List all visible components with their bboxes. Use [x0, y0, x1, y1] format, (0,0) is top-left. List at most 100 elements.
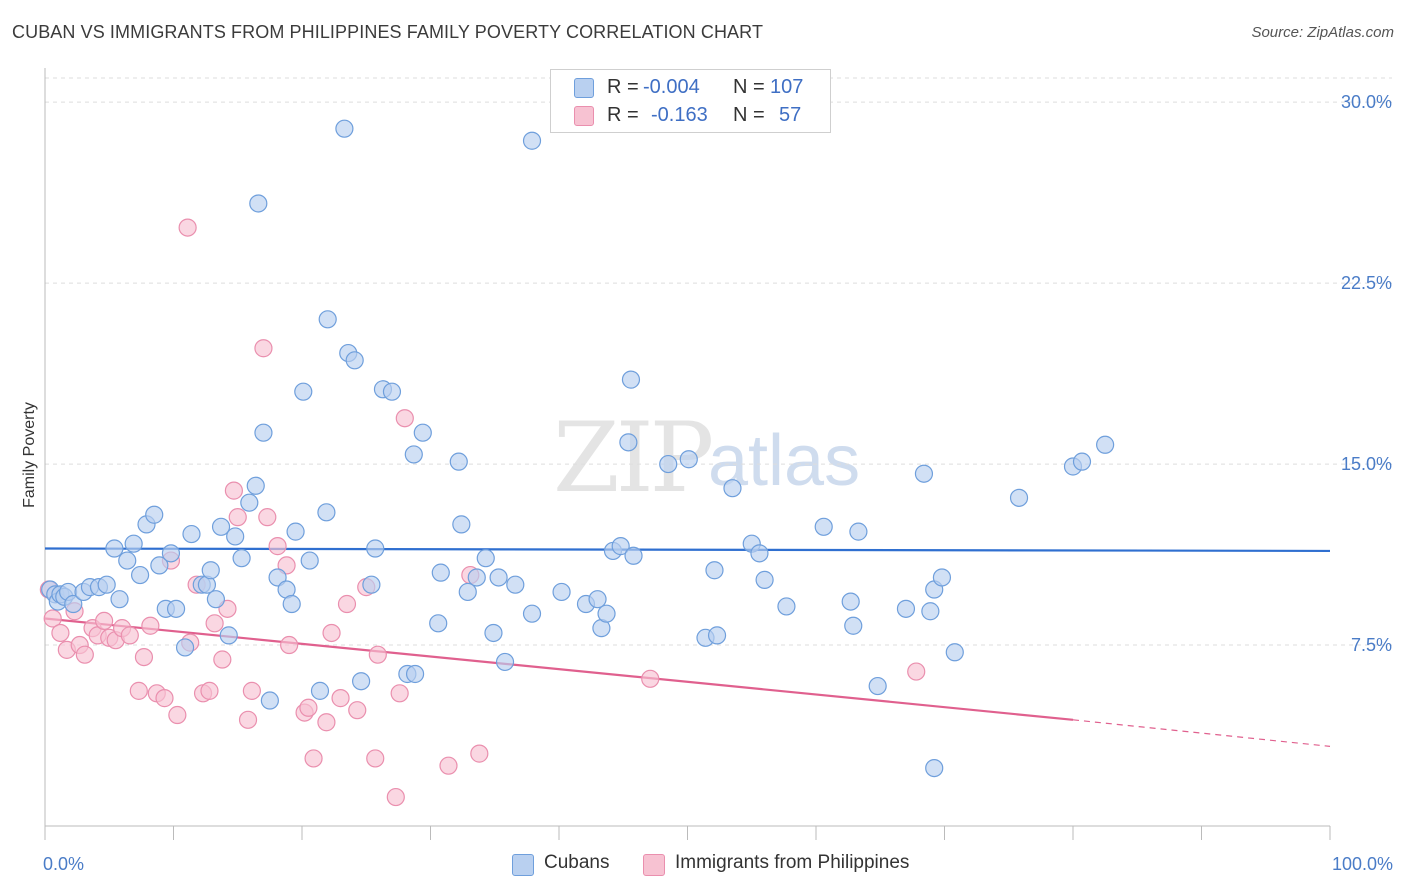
cuban-point	[105, 539, 124, 558]
philippines-point	[907, 662, 926, 681]
philippines-point	[238, 710, 258, 729]
philippines-point	[470, 744, 489, 763]
philippines-point	[178, 218, 197, 237]
philippines-point	[331, 689, 350, 708]
cuban-point	[219, 626, 238, 645]
legend-row-philippines: R = -0.163 N = 57	[551, 102, 830, 130]
philippines-point	[43, 609, 62, 628]
cuban-point	[232, 549, 251, 568]
cuban-point	[707, 626, 727, 645]
cuban-point	[814, 517, 833, 536]
cuban-point	[150, 556, 169, 575]
legend-n-value: 107	[770, 76, 804, 98]
cuban-point	[925, 758, 944, 778]
cuban-point	[506, 575, 525, 594]
philippines-point	[120, 626, 139, 645]
philippines-point	[95, 611, 114, 631]
chart-title: CUBAN VS IMMIGRANTS FROM PHILIPPINES FAM…	[12, 22, 764, 42]
cuban-point	[254, 423, 273, 442]
cuban-point	[597, 604, 616, 623]
cuban-point	[286, 522, 305, 541]
y-tick-label: 15.0%	[1341, 454, 1392, 474]
legend-n-label: N =	[733, 104, 765, 126]
cuban-point	[431, 563, 450, 582]
cuban-point	[750, 544, 769, 563]
y-tick-label: 22.5%	[1341, 273, 1392, 293]
cuban-point	[335, 119, 354, 138]
cuban-point	[260, 691, 279, 710]
legend-r-value: -0.163	[651, 104, 708, 126]
philippines-point	[641, 669, 660, 688]
cuban-point	[705, 561, 724, 580]
cuban-point	[413, 423, 432, 442]
cubans-trend-line	[44, 547, 1331, 553]
cuban-point	[182, 524, 201, 544]
cuban-point	[404, 445, 423, 464]
cubans-label: Cubans	[544, 852, 610, 873]
cuban-point	[458, 582, 477, 602]
cuban-point	[429, 614, 448, 633]
philippines-point	[200, 681, 219, 700]
cuban-point	[145, 505, 164, 524]
philippines-point	[129, 681, 148, 700]
cuban-point	[611, 537, 630, 556]
philippines-point	[258, 508, 277, 527]
philippines-point	[213, 650, 232, 669]
cuban-point	[1096, 435, 1115, 454]
cuban-point	[166, 599, 186, 618]
cuban-point	[124, 534, 143, 553]
philippines-point	[268, 537, 287, 556]
philippines-trend-extension	[1072, 719, 1331, 747]
legend-r-label: R =	[607, 104, 639, 126]
philippines-point	[141, 616, 160, 635]
legend-n-value: 57	[779, 104, 802, 126]
philippines-trend-line	[44, 617, 1074, 721]
philippines-point	[134, 647, 154, 667]
cuban-point	[495, 652, 515, 672]
cuban-point	[226, 527, 245, 546]
cuban-point	[624, 546, 643, 565]
cuban-point	[868, 676, 887, 696]
philippines-point	[368, 645, 387, 664]
cuban-point	[659, 454, 678, 474]
cuban-point	[841, 592, 860, 611]
philippines-swatch	[643, 854, 665, 876]
philippines-point	[366, 749, 385, 768]
philippines-point	[304, 749, 323, 768]
philippines-point	[337, 594, 357, 614]
philippines-point	[390, 684, 409, 703]
data-points	[39, 119, 1115, 807]
cuban-point	[382, 382, 402, 401]
trend-lines	[44, 547, 1331, 747]
legend-n-label: N =	[733, 76, 765, 98]
cuban-point	[849, 522, 868, 541]
cuban-point	[175, 638, 195, 657]
cuban-point	[64, 594, 83, 614]
legend-r-label: R =	[607, 76, 639, 98]
cubans-swatch	[512, 854, 534, 876]
cuban-point	[844, 616, 863, 635]
cuban-point	[345, 351, 364, 370]
cuban-point	[282, 594, 301, 614]
philippines-point	[168, 705, 187, 725]
cuban-point	[352, 672, 371, 691]
axes	[44, 68, 1331, 840]
tick-labels: 7.5% 15.0% 22.5% 30.0% 0.0% 100.0%	[43, 92, 1393, 874]
cuban-point	[310, 681, 330, 700]
philippines-point	[439, 756, 458, 775]
cuban-point	[619, 433, 638, 452]
cuban-point	[552, 582, 571, 602]
philippines-point	[317, 713, 336, 732]
cuban-point	[211, 517, 231, 536]
cuban-point	[249, 194, 268, 213]
cuban-point	[362, 575, 381, 594]
philippines-point	[228, 508, 247, 527]
x-tick-label: 100.0%	[1332, 854, 1393, 874]
cuban-point	[240, 493, 259, 512]
philippines-swatch	[574, 106, 594, 126]
source-credit: Source: ZipAtlas.com	[1251, 24, 1394, 41]
cuban-point	[300, 551, 319, 570]
philippines-point	[242, 681, 261, 700]
cuban-point	[1072, 452, 1092, 471]
cuban-point	[489, 568, 508, 587]
